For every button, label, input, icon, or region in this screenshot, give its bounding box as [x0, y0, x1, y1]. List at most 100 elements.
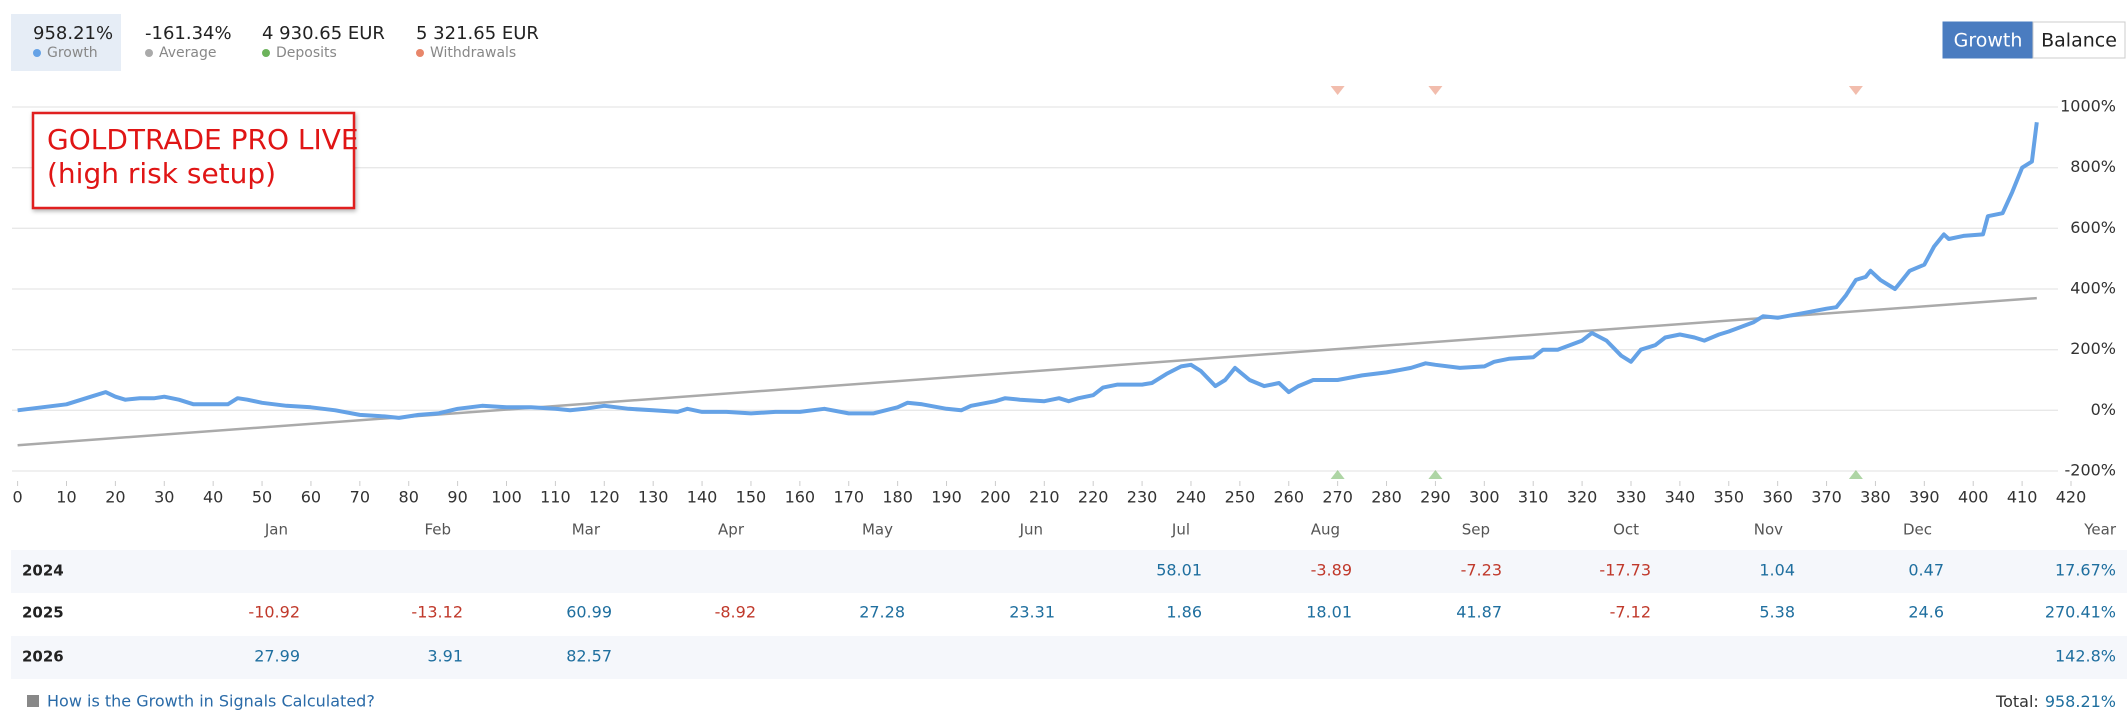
x-tick-label: 160: [785, 488, 816, 507]
month-value: 1.86: [1166, 603, 1202, 622]
x-tick-label: 10: [56, 488, 76, 507]
row-year: 2025: [22, 604, 64, 622]
button-label[interactable]: Growth: [1954, 30, 2023, 52]
x-tick-label: 400: [1958, 488, 1989, 507]
month-value: -17.73: [1599, 561, 1651, 580]
event-marker: [1428, 86, 1443, 95]
x-tick-label: 180: [882, 488, 913, 507]
x-tick-label: 410: [2007, 488, 2038, 507]
month-value: 3.91: [427, 647, 463, 666]
x-tick-label: 150: [736, 488, 767, 507]
x-tick-label: 350: [1713, 488, 1744, 507]
month-value: 18.01: [1306, 603, 1352, 622]
month-value: 58.01: [1156, 561, 1202, 580]
x-tick-label: 140: [687, 488, 718, 507]
button-bg[interactable]: [2032, 21, 2126, 59]
stat-value: -161.34%: [145, 23, 232, 44]
month-value: 1.04: [1759, 561, 1795, 580]
event-marker: [1848, 86, 1863, 95]
y-tick-label: 800%: [2070, 157, 2116, 176]
x-tick-label: 70: [350, 488, 370, 507]
legend-dot: [262, 49, 270, 57]
x-tick-label: 20: [105, 488, 125, 507]
x-tick-label: 130: [638, 488, 669, 507]
x-tick-label: 50: [252, 488, 272, 507]
event-marker: [1330, 470, 1345, 479]
x-tick-label: 250: [1225, 488, 1256, 507]
column-header: Jun: [1019, 521, 1043, 539]
x-tick-label: 80: [399, 488, 419, 507]
x-tick-label: 40: [203, 488, 223, 507]
x-tick-label: 420: [2056, 488, 2087, 507]
x-tick-label: 340: [1665, 488, 1696, 507]
toggle-button[interactable]: Balance: [2032, 21, 2126, 59]
x-tick-label: 270: [1322, 488, 1353, 507]
y-tick-label: -200%: [2064, 461, 2116, 480]
event-marker: [1848, 470, 1863, 479]
series-line: [17, 296, 2037, 447]
y-tick-label: 400%: [2070, 279, 2116, 298]
column-header: Nov: [1754, 521, 1783, 539]
month-value: -8.92: [715, 603, 756, 622]
x-tick-label: 320: [1567, 488, 1598, 507]
month-value: -7.23: [1461, 561, 1502, 580]
x-tick-label: 120: [589, 488, 620, 507]
x-tick-label: 300: [1469, 488, 1500, 507]
month-value: 5.38: [1759, 603, 1795, 622]
x-tick-label: 170: [833, 488, 864, 507]
button-bg[interactable]: [1942, 21, 2034, 59]
x-tick-label: 290: [1420, 488, 1451, 507]
x-tick-label: 280: [1371, 488, 1402, 507]
toggle-button[interactable]: Growth: [1942, 21, 2034, 59]
x-tick-label: 360: [1762, 488, 1793, 507]
row-year: 2024: [22, 562, 64, 580]
month-value: 27.28: [859, 603, 905, 622]
event-marker: [1428, 470, 1443, 479]
column-header: Aug: [1311, 521, 1340, 539]
x-tick-label: 90: [447, 488, 467, 507]
help-link[interactable]: How is the Growth in Signals Calculated?: [47, 692, 375, 711]
x-tick-label: 370: [1811, 488, 1842, 507]
x-tick-label: 330: [1616, 488, 1647, 507]
column-header: Jul: [1171, 521, 1190, 539]
stat-label: Deposits: [276, 45, 337, 61]
y-tick-label: 1000%: [2060, 97, 2116, 116]
month-value: 27.99: [254, 647, 300, 666]
help-icon: [27, 695, 39, 707]
total-value: 958.21%: [2045, 692, 2116, 711]
y-tick-label: 200%: [2070, 339, 2116, 358]
stat-label: Withdrawals: [430, 45, 516, 61]
footer-total: Total: 958.21%: [1995, 692, 2116, 711]
column-header: Dec: [1903, 521, 1932, 539]
month-value: 24.6: [1908, 603, 1944, 622]
annotation-box: [31, 111, 356, 210]
x-tick-label: 310: [1518, 488, 1549, 507]
x-tick-label: 60: [301, 488, 321, 507]
series-line: [17, 121, 2039, 420]
x-tick-label: 0: [13, 488, 23, 507]
x-tick-label: 210: [1029, 488, 1060, 507]
month-value: 23.31: [1009, 603, 1055, 622]
row-bg: [11, 636, 2127, 679]
column-header: Mar: [572, 521, 601, 539]
x-tick-label: 230: [1127, 488, 1158, 507]
year-total: 17.67%: [2055, 561, 2116, 580]
year-total: 270.41%: [2045, 603, 2116, 622]
x-tick-label: 30: [154, 488, 174, 507]
x-tick-label: 110: [540, 488, 571, 507]
legend-dot: [416, 49, 424, 57]
y-tick-label: 0%: [2091, 400, 2116, 419]
column-header: Year: [2083, 521, 2117, 539]
annotation-text: (high risk setup): [47, 157, 276, 190]
event-marker: [1330, 86, 1345, 95]
month-value: 41.87: [1456, 603, 1502, 622]
month-value: 82.57: [566, 647, 612, 666]
x-tick-label: 190: [931, 488, 962, 507]
button-label[interactable]: Balance: [2041, 30, 2117, 52]
month-value: -3.89: [1311, 561, 1352, 580]
x-tick-label: 240: [1176, 488, 1207, 507]
x-tick-label: 260: [1273, 488, 1304, 507]
legend-dot: [33, 49, 41, 57]
